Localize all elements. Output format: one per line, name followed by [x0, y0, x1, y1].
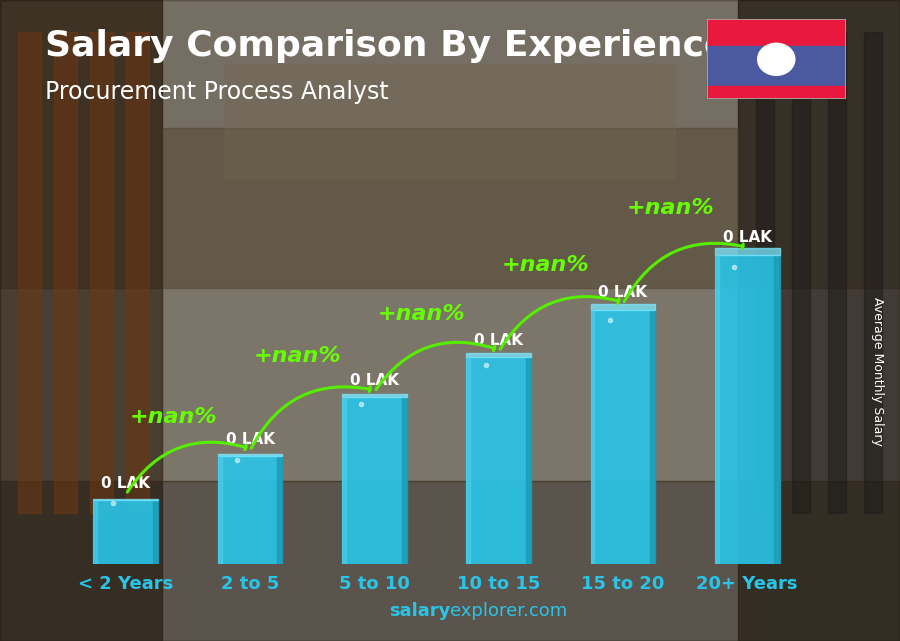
Bar [277, 456, 283, 564]
Text: 0 LAK: 0 LAK [723, 230, 771, 246]
Bar [342, 394, 407, 397]
Bar [650, 310, 655, 564]
Bar [94, 499, 158, 500]
Text: +nan%: +nan% [626, 198, 714, 218]
Bar [706, 46, 846, 86]
Bar [590, 310, 655, 564]
Bar [225, 64, 675, 179]
Bar [0, 0, 900, 288]
Text: +nan%: +nan% [254, 346, 341, 366]
Text: +nan%: +nan% [378, 304, 465, 324]
Bar [90, 32, 112, 513]
Text: explorer.com: explorer.com [450, 603, 567, 620]
Bar [54, 32, 76, 513]
Text: 0 LAK: 0 LAK [598, 285, 647, 301]
Bar [401, 397, 407, 564]
Bar [218, 454, 283, 456]
Bar [828, 32, 846, 513]
Bar [792, 32, 810, 513]
Bar [162, 128, 738, 481]
Bar [342, 397, 407, 564]
Text: 0 LAK: 0 LAK [474, 333, 523, 348]
Bar [526, 357, 531, 564]
Bar [864, 32, 882, 513]
Bar [715, 248, 779, 254]
Text: +nan%: +nan% [130, 407, 217, 427]
Text: 0 LAK: 0 LAK [350, 373, 399, 388]
Text: +nan%: +nan% [502, 254, 590, 275]
Text: Procurement Process Analyst: Procurement Process Analyst [45, 80, 389, 104]
Bar [774, 254, 779, 564]
Bar [466, 357, 531, 564]
Bar [0, 481, 900, 641]
Bar [466, 353, 531, 357]
Bar [153, 500, 158, 564]
Bar [590, 304, 655, 310]
Text: 0 LAK: 0 LAK [226, 432, 274, 447]
Bar [706, 19, 846, 46]
Bar [218, 456, 283, 564]
Bar [706, 86, 846, 99]
Text: salary: salary [389, 603, 450, 620]
Bar [466, 357, 470, 564]
Bar [126, 32, 148, 513]
Bar [738, 0, 900, 641]
Bar [715, 254, 779, 564]
Circle shape [758, 44, 795, 75]
Bar [756, 32, 774, 513]
Bar [94, 500, 97, 564]
Bar [715, 254, 719, 564]
Text: Average Monthly Salary: Average Monthly Salary [871, 297, 884, 446]
Bar [94, 500, 158, 564]
Text: 0 LAK: 0 LAK [102, 476, 150, 491]
Bar [0, 0, 162, 641]
Bar [342, 397, 346, 564]
Bar [18, 32, 40, 513]
Bar [590, 310, 595, 564]
Bar [218, 456, 221, 564]
Text: Salary Comparison By Experience: Salary Comparison By Experience [45, 29, 728, 63]
